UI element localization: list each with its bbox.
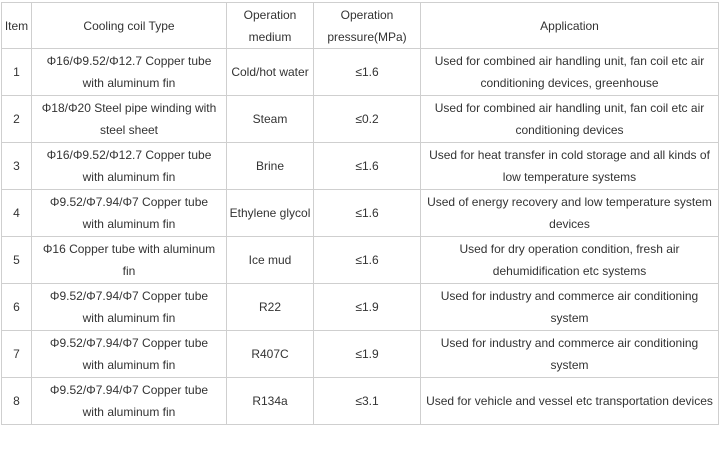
cell-application: Used for industry and commerce air condi… [420,330,719,378]
header-medium: Operation medium [226,2,314,49]
cell-item: 5 [1,236,32,284]
table-row: 4 Φ9.52/Φ7.94/Φ7 Copper tube with aluminu… [1,189,719,237]
cell-item: 3 [1,142,32,190]
cell-pressure: ≤1.6 [313,48,421,96]
cell-application: Used for combined air handling unit, fan… [420,95,719,143]
cell-application: Used of energy recovery and low temperat… [420,189,719,237]
cell-application: Used for heat transfer in cold storage a… [420,142,719,190]
table-row: 8 Φ9.52/Φ7.94/Φ7 Copper tube with aluminu… [1,377,719,425]
cell-item: 8 [1,377,32,425]
cell-type: Φ18/Φ20 Steel pipe winding with steel sh… [31,95,227,143]
cell-medium: R134a [226,377,314,425]
table-row: 7 Φ9.52/Φ7.94/Φ7 Copper tube with aluminu… [1,330,719,378]
table-row: 6 Φ9.52/Φ7.94/Φ7 Copper tube with aluminu… [1,283,719,331]
cooling-coil-table: Item Cooling coil Type Operation medium … [1,2,719,425]
cell-type: Φ16/Φ9.52/Φ12.7 Copper tube with aluminu… [31,48,227,96]
cell-pressure: ≤0.2 [313,95,421,143]
cell-type: Φ9.52/Φ7.94/Φ7 Copper tube with aluminum… [31,189,227,237]
header-type: Cooling coil Type [31,2,227,49]
header-item: Item [1,2,32,49]
cell-pressure: ≤1.6 [313,142,421,190]
table-row: 3 Φ16/Φ9.52/Φ12.7 Copper tube with alumin… [1,142,719,190]
header-application: Application [420,2,719,49]
cell-medium: Cold/hot water [226,48,314,96]
cell-item: 7 [1,330,32,378]
header-pressure: Operation pressure(MPa) [313,2,421,49]
cell-application: Used for dry operation condition, fresh … [420,236,719,284]
cell-pressure: ≤1.9 [313,330,421,378]
cell-medium: R22 [226,283,314,331]
cell-medium: Ethylene glycol [226,189,314,237]
table-row: 1 Φ16/Φ9.52/Φ12.7 Copper tube with alumin… [1,48,719,96]
cell-type: Φ9.52/Φ7.94/Φ7 Copper tube with aluminum… [31,330,227,378]
cell-item: 1 [1,48,32,96]
cell-medium: R407C [226,330,314,378]
cell-application: Used for vehicle and vessel etc transpor… [420,377,719,425]
cell-type: Φ16 Copper tube with aluminum fin [31,236,227,284]
table-row: 5 Φ16 Copper tube with aluminum fin Ice mu… [1,236,719,284]
cell-type: Φ9.52/Φ7.94/Φ7 Copper tube with aluminum… [31,377,227,425]
cell-item: 6 [1,283,32,331]
cell-type: Φ9.52/Φ7.94/Φ7 Copper tube with aluminum… [31,283,227,331]
cell-type: Φ16/Φ9.52/Φ12.7 Copper tube with aluminu… [31,142,227,190]
cell-application: Used for combined air handling unit, fan… [420,48,719,96]
cell-item: 2 [1,95,32,143]
cell-item: 4 [1,189,32,237]
cell-pressure: ≤1.6 [313,189,421,237]
cell-pressure: ≤1.9 [313,283,421,331]
cell-medium: Ice mud [226,236,314,284]
cell-medium: Brine [226,142,314,190]
header-row: Item Cooling coil Type Operation medium … [1,2,719,49]
cell-application: Used for industry and commerce air condi… [420,283,719,331]
table-row: 2 Φ18/Φ20 Steel pipe winding with steel s… [1,95,719,143]
cell-medium: Steam [226,95,314,143]
cell-pressure: ≤3.1 [313,377,421,425]
cell-pressure: ≤1.6 [313,236,421,284]
